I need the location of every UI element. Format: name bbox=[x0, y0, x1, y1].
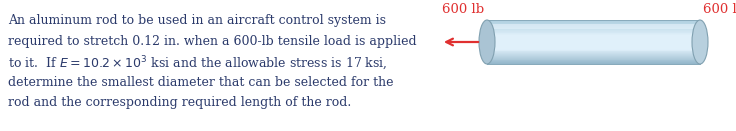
Bar bbox=[487, 24, 700, 25]
Bar bbox=[487, 60, 700, 61]
Bar bbox=[487, 48, 700, 49]
Text: 600 lb: 600 lb bbox=[703, 3, 736, 16]
Bar bbox=[487, 27, 700, 28]
Bar bbox=[487, 37, 700, 38]
Bar bbox=[487, 59, 700, 60]
Bar bbox=[487, 39, 700, 40]
Text: determine the smallest diameter that can be selected for the: determine the smallest diameter that can… bbox=[8, 75, 394, 89]
Bar bbox=[487, 28, 700, 29]
Bar bbox=[487, 50, 700, 51]
Bar bbox=[487, 25, 700, 26]
Bar bbox=[487, 29, 700, 30]
Bar bbox=[487, 63, 700, 64]
Bar bbox=[487, 36, 700, 37]
Bar bbox=[487, 59, 700, 61]
Bar bbox=[487, 55, 700, 56]
Bar bbox=[487, 20, 700, 21]
Bar bbox=[487, 64, 700, 65]
Bar bbox=[487, 47, 700, 48]
Ellipse shape bbox=[692, 20, 708, 64]
Bar bbox=[487, 61, 700, 62]
Bar bbox=[487, 26, 700, 27]
Text: rod and the corresponding required length of the rod.: rod and the corresponding required lengt… bbox=[8, 96, 351, 109]
Text: An aluminum rod to be used in an aircraft control system is: An aluminum rod to be used in an aircraf… bbox=[8, 14, 386, 27]
Bar bbox=[487, 56, 700, 57]
Bar bbox=[487, 35, 700, 36]
Text: required to stretch 0.12 in. when a 600-lb tensile load is applied: required to stretch 0.12 in. when a 600-… bbox=[8, 34, 417, 48]
Bar bbox=[487, 41, 700, 42]
Bar bbox=[487, 51, 700, 52]
Bar bbox=[487, 34, 700, 35]
Bar bbox=[487, 40, 700, 41]
Bar bbox=[487, 42, 700, 43]
Bar bbox=[487, 49, 700, 50]
Ellipse shape bbox=[479, 20, 495, 64]
Bar bbox=[487, 30, 700, 31]
Bar bbox=[487, 54, 700, 55]
Bar bbox=[487, 45, 700, 46]
Bar bbox=[487, 44, 700, 45]
Bar bbox=[487, 33, 700, 34]
Bar bbox=[487, 23, 700, 24]
Bar bbox=[487, 42, 700, 43]
Bar bbox=[487, 22, 700, 23]
Bar bbox=[487, 57, 700, 58]
Bar bbox=[487, 62, 700, 63]
Text: 600 lb: 600 lb bbox=[442, 3, 484, 16]
Bar bbox=[487, 53, 700, 54]
Bar bbox=[487, 33, 700, 34]
Bar bbox=[487, 38, 700, 39]
Bar bbox=[487, 21, 700, 22]
Bar bbox=[487, 46, 700, 47]
Bar bbox=[487, 58, 700, 59]
Bar bbox=[487, 43, 700, 44]
Bar bbox=[487, 31, 700, 32]
Bar bbox=[487, 24, 700, 29]
Bar bbox=[487, 32, 700, 33]
Bar bbox=[487, 52, 700, 53]
Text: to it.  If $E = 10.2 \times 10^3$ ksi and the allowable stress is 17 ksi,: to it. If $E = 10.2 \times 10^3$ ksi and… bbox=[8, 55, 388, 73]
